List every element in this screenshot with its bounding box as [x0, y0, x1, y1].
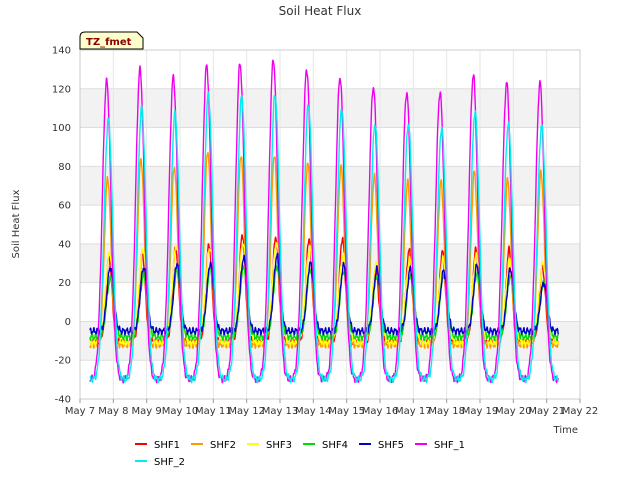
x-tick-label: May 14: [295, 406, 332, 417]
legend-label: SHF_1: [434, 440, 465, 451]
legend-label: SHF2: [210, 440, 236, 451]
x-tick-label: May 13: [262, 406, 299, 417]
y-tick-label: 100: [52, 123, 71, 134]
plot-band: [80, 88, 580, 128]
x-tick-label: May 16: [362, 406, 399, 417]
station-badge: TZ_fmet: [79, 31, 144, 50]
x-tick-label: May 9: [132, 406, 162, 417]
x-tick-label: May 7: [65, 406, 95, 417]
station-badge-box: [79, 31, 144, 50]
x-tick-label: May 21: [528, 406, 565, 417]
plot-band: [80, 166, 580, 206]
y-tick-label: 140: [52, 46, 71, 57]
legend-label: SHF_2: [154, 457, 185, 468]
y-tick-label: -20: [55, 356, 71, 367]
x-tick-label: May 10: [162, 406, 199, 417]
y-tick-label: 40: [58, 239, 71, 250]
plot-frame: [79, 49, 581, 400]
y-tick-label: -40: [55, 395, 71, 406]
x-tick-label: May 22: [562, 406, 599, 417]
y-tick-label: 0: [65, 317, 71, 328]
legend-label: SHF4: [322, 440, 348, 451]
plot-band: [80, 243, 580, 283]
y-axis-title: Soil Heat Flux: [11, 189, 22, 258]
legend-label: SHF3: [266, 440, 292, 451]
x-tick-label: May 20: [495, 406, 532, 417]
x-tick-label: May 15: [328, 406, 365, 417]
y-tick-label: 120: [52, 84, 71, 95]
x-tick-label: May 17: [395, 406, 432, 417]
y-tick-label: 20: [58, 278, 71, 289]
x-tick-label: May 12: [228, 406, 265, 417]
x-axis-title: Time: [553, 425, 578, 436]
legend-label: SHF1: [154, 440, 180, 451]
y-tick-label: 60: [58, 201, 71, 212]
x-tick-label: May 8: [98, 406, 128, 417]
x-tick-label: May 11: [195, 406, 232, 417]
legend: SHF1 SHF2 SHF3 SHF4 SHF5 SHF_1 SHF_2: [135, 440, 465, 468]
series-lines: [89, 59, 560, 384]
y-tick-label: 80: [58, 162, 71, 173]
y-axis-ticks: -40 -20 0 20 40 60 80 100 120 140: [52, 46, 71, 406]
chart-title: Soil Heat Flux: [279, 4, 362, 18]
x-tick-label: May 19: [462, 406, 499, 417]
station-badge-label: TZ_fmet: [86, 37, 132, 48]
x-tick-label: May 18: [428, 406, 465, 417]
legend-label: SHF5: [378, 440, 404, 451]
series-line-shf-2: [89, 91, 559, 384]
